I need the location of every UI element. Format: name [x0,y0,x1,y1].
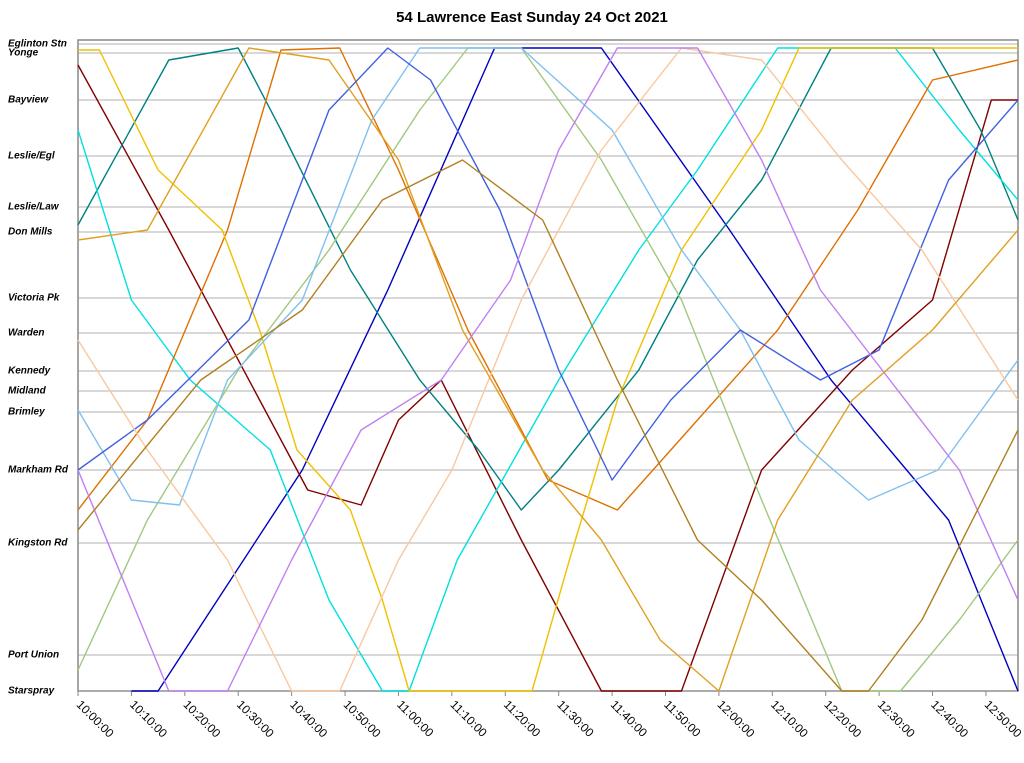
x-tick-label: 12:20:00 [821,697,864,740]
y-tick-label: Warden [8,328,45,339]
x-tick-label: 11:10:00 [447,697,490,740]
y-tick-label: Leslie/Law [8,202,60,213]
x-tick-label: 10:40:00 [287,697,330,740]
x-tick-label: 12:40:00 [928,697,971,740]
x-tick-label: 12:00:00 [715,697,758,740]
vehicle-trace [78,47,1018,692]
vehicle-trace [77,64,1018,692]
x-tick-label: 10:50:00 [341,697,384,740]
y-tick-label: Brimley [8,407,45,418]
y-tick-label: Port Union [8,650,59,661]
x-tick-label: 12:10:00 [768,697,811,740]
chart-title: 54 Lawrence East Sunday 24 Oct 2021 [396,9,668,26]
x-tick-label: 12:30:00 [875,697,918,740]
vehicle-trace [77,47,1019,692]
x-tick-label: 11:50:00 [661,697,704,740]
x-tick-label: 10:00:00 [74,697,117,740]
x-tick-label: 10:30:00 [234,697,277,740]
vehicle-trace [131,47,1019,692]
y-tick-label: Midland [8,386,47,397]
y-tick-label: Bayview [8,95,49,106]
x-tick-label: 11:20:00 [501,697,544,740]
vehicle-trace [77,47,1019,692]
vehicle-trace [77,47,1019,511]
x-tick-label: 10:20:00 [180,697,223,740]
y-tick-label: Starspray [8,686,55,697]
y-tick-label: Don Mills [8,227,53,238]
vehicle-trace [77,159,1019,692]
x-tick-label: 11:30:00 [554,697,597,740]
x-tick-label: 11:40:00 [608,697,651,740]
y-tick-label: Leslie/Egl [8,151,55,162]
y-tick-label: Victoria Pk [8,293,60,304]
y-tick-label: Eglinton Stn [8,39,67,50]
x-tick-label: 11:00:00 [394,697,437,740]
plot-frame [77,39,1019,692]
vehicle-trace [77,47,1019,692]
x-tick-label: 10:10:00 [127,697,170,740]
y-tick-label: Kingston Rd [8,538,68,549]
x-tick-label: 12:50:00 [982,697,1024,740]
y-tick-label: Markham Rd [8,465,69,476]
vehicle-trace [77,47,1019,481]
vehicle-trace [77,47,1019,506]
y-tick-label: Kennedy [8,366,51,377]
vehicle-trace [77,47,1019,511]
y-tick-label: Yonge [8,48,39,59]
vehicle-trace [77,47,1019,692]
vehicle-trace [77,47,1019,692]
